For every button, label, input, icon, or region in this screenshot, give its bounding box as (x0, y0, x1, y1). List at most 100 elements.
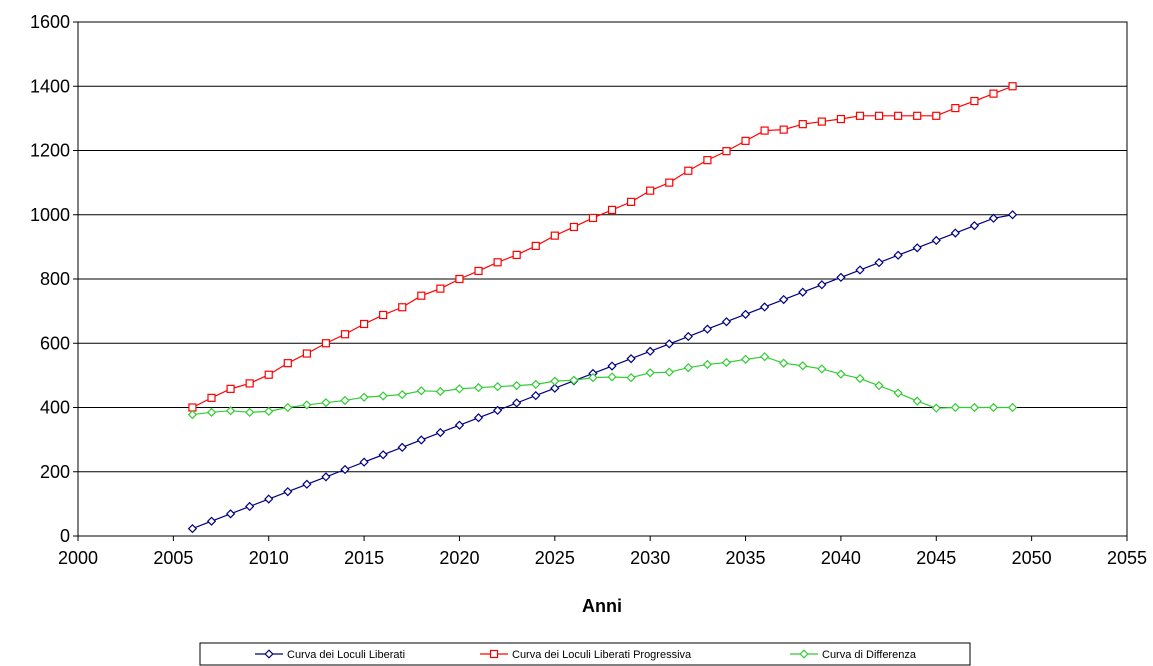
data-point (206, 407, 217, 417)
data-point (531, 390, 541, 401)
data-point (874, 381, 884, 391)
data-point (740, 309, 751, 319)
data-point (302, 349, 311, 358)
data-point (1007, 402, 1018, 413)
data-point (951, 103, 960, 113)
legend-marker (489, 649, 499, 659)
data-point (225, 509, 236, 519)
data-point (321, 339, 331, 348)
data-point (245, 407, 255, 417)
data-point (664, 339, 674, 349)
y-tick-label: 0 (60, 526, 70, 546)
data-point (988, 213, 999, 223)
data-point (588, 372, 598, 383)
y-tick-label: 1600 (30, 12, 70, 32)
data-point (473, 413, 484, 423)
data-point (550, 383, 560, 393)
data-point (798, 287, 808, 297)
y-tick-label: 400 (40, 398, 70, 418)
data-point (855, 373, 865, 384)
data-point (893, 388, 903, 398)
data-point (836, 369, 846, 379)
data-point (207, 393, 216, 402)
data-point (531, 379, 541, 390)
data-point (836, 114, 846, 124)
data-point (340, 464, 350, 475)
data-point (1008, 82, 1017, 91)
data-point (817, 280, 827, 290)
data-point (417, 291, 426, 300)
data-point (970, 96, 979, 106)
data-point (474, 266, 483, 276)
data-point (779, 358, 789, 368)
data-point (435, 386, 446, 397)
data-point (1007, 210, 1018, 220)
data-point (493, 258, 502, 267)
y-tick-label: 800 (40, 269, 70, 289)
data-point (683, 363, 693, 373)
data-point (397, 442, 407, 452)
data-point (931, 403, 941, 413)
data-point (665, 178, 674, 187)
data-point (759, 302, 770, 312)
x-axis-ticks: 2000 2005 2010 2015 2020 2025 2030 2035 2040 2045… (58, 536, 1147, 568)
data-point (225, 406, 236, 416)
data-point (607, 205, 617, 215)
data-point (378, 391, 388, 401)
data-point (226, 384, 235, 393)
data-point (379, 310, 388, 320)
data-point (321, 472, 331, 482)
data-point (245, 501, 255, 512)
data-point (989, 89, 998, 98)
y-tick-label: 1400 (30, 76, 70, 96)
data-point (607, 372, 617, 382)
data-point (512, 381, 522, 391)
data-point (283, 487, 293, 497)
data-point (950, 228, 960, 238)
data-point (855, 111, 865, 120)
x-tick-label: 2035 (726, 548, 766, 568)
data-point (817, 117, 826, 126)
data-point (264, 494, 274, 504)
data-point (397, 390, 407, 400)
legend-box (199, 642, 971, 666)
data-point (435, 427, 446, 438)
data-point (969, 402, 980, 413)
data-point (550, 231, 559, 240)
x-tick-label: 2010 (249, 548, 289, 568)
data-point (492, 405, 503, 416)
data-point (798, 120, 807, 129)
data-point (627, 197, 636, 206)
data-point (646, 186, 655, 195)
data-point (893, 250, 903, 260)
data-point (931, 235, 941, 246)
data-point (359, 392, 369, 402)
legend-marker (264, 649, 274, 659)
legend-label: Curva dei Loculi Liberati Progressiva (512, 649, 692, 661)
data-point (759, 352, 770, 362)
data-point (741, 136, 750, 145)
x-tick-label: 2045 (916, 548, 956, 568)
data-point (988, 402, 999, 413)
data-point (340, 330, 350, 339)
legend: Curva dei Loculi Liberati Curva dei Locul… (199, 642, 971, 666)
data-point (569, 222, 578, 232)
data-point (969, 221, 980, 231)
data-point (740, 354, 751, 364)
data-point (702, 324, 713, 334)
series-2 (188, 82, 1017, 412)
data-point (187, 523, 198, 534)
data-point (684, 166, 693, 175)
x-tick-label: 2015 (344, 548, 384, 568)
x-tick-label: 2025 (535, 548, 575, 568)
data-point (206, 516, 217, 526)
legend-label: Curva di Differenza (822, 649, 917, 661)
data-point (798, 361, 808, 371)
data-point (702, 359, 713, 370)
data-point (398, 303, 407, 312)
data-point (836, 272, 846, 283)
data-point (779, 294, 789, 305)
data-point (912, 243, 922, 253)
data-point (874, 111, 884, 120)
data-point (550, 376, 560, 386)
